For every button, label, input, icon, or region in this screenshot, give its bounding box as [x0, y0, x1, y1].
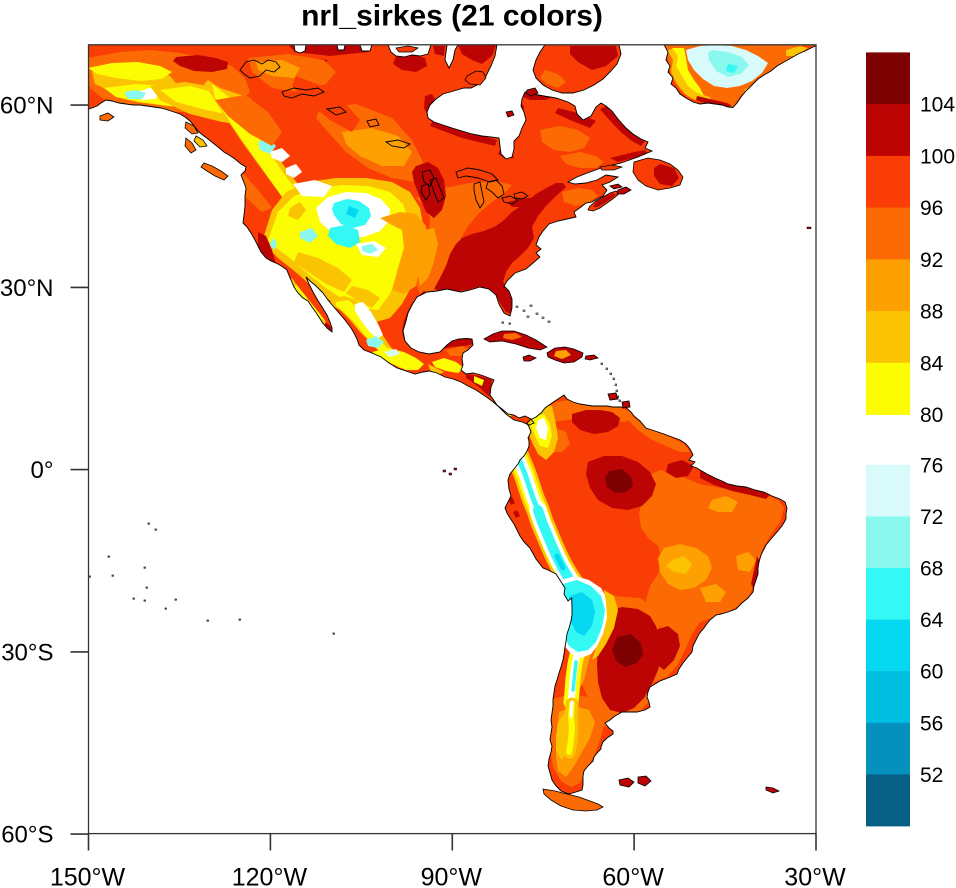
svg-text:72: 72 [920, 506, 943, 529]
svg-text:30°N: 30°N [0, 275, 54, 302]
svg-text:84: 84 [920, 352, 944, 375]
svg-text:80: 80 [920, 404, 943, 427]
svg-text:64: 64 [920, 609, 944, 632]
svg-text:96: 96 [920, 197, 943, 220]
svg-text:30°S: 30°S [1, 639, 53, 666]
svg-text:100: 100 [920, 145, 955, 168]
svg-text:0°: 0° [31, 457, 54, 484]
svg-text:30°W: 30°W [784, 864, 846, 888]
svg-text:60: 60 [920, 661, 943, 684]
svg-text:120°W: 120°W [232, 864, 308, 888]
svg-text:88: 88 [920, 301, 943, 324]
svg-text:60°S: 60°S [1, 822, 53, 849]
svg-text:104: 104 [920, 94, 955, 117]
svg-text:60°W: 60°W [602, 864, 664, 888]
svg-text:52: 52 [920, 764, 943, 787]
svg-text:150°W: 150°W [50, 864, 126, 888]
svg-text:60°N: 60°N [0, 93, 54, 120]
svg-text:92: 92 [920, 249, 943, 272]
svg-text:76: 76 [920, 454, 943, 477]
svg-text:90°W: 90°W [421, 864, 483, 888]
svg-text:nrl_sirkes (21 colors): nrl_sirkes (21 colors) [301, 0, 603, 33]
svg-text:68: 68 [920, 558, 943, 581]
svg-text:56: 56 [920, 712, 943, 735]
